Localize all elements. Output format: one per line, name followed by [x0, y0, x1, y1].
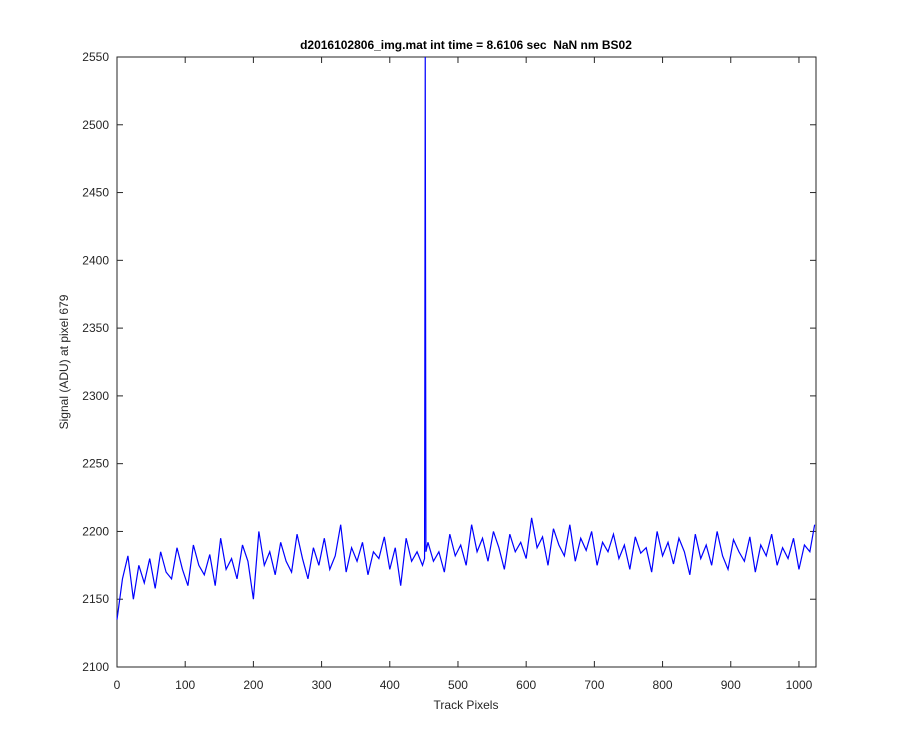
- x-tick-label: 100: [175, 678, 195, 692]
- x-tick-label: 900: [721, 678, 741, 692]
- y-tick-label: 2500: [82, 118, 109, 132]
- x-tick-label: 700: [584, 678, 604, 692]
- x-tick-label: 1000: [786, 678, 813, 692]
- chart-title: d2016102806_img.mat int time = 8.6106 se…: [300, 38, 632, 52]
- x-tick-label: 500: [448, 678, 468, 692]
- x-tick-label: 600: [516, 678, 536, 692]
- y-tick-label: 2250: [82, 457, 109, 471]
- y-tick-label: 2350: [82, 321, 109, 335]
- x-tick-label: 800: [653, 678, 673, 692]
- x-axis-label: Track Pixels: [434, 698, 499, 712]
- y-tick-label: 2100: [82, 660, 109, 674]
- y-tick-label: 2550: [82, 50, 109, 64]
- y-tick-label: 2400: [82, 253, 109, 267]
- signal-line: [116, 56, 816, 620]
- y-axis-label: Signal (ADU) at pixel 679: [57, 294, 71, 429]
- x-tick-label: 200: [243, 678, 263, 692]
- x-tick-label: 300: [312, 678, 332, 692]
- plot-area: [116, 56, 817, 668]
- x-tick-label: 0: [114, 678, 121, 692]
- y-tick-label: 2300: [82, 389, 109, 403]
- y-tick-label: 2150: [82, 592, 109, 606]
- y-tick-label: 2200: [82, 524, 109, 538]
- y-tick-label: 2450: [82, 186, 109, 200]
- x-tick-label: 400: [380, 678, 400, 692]
